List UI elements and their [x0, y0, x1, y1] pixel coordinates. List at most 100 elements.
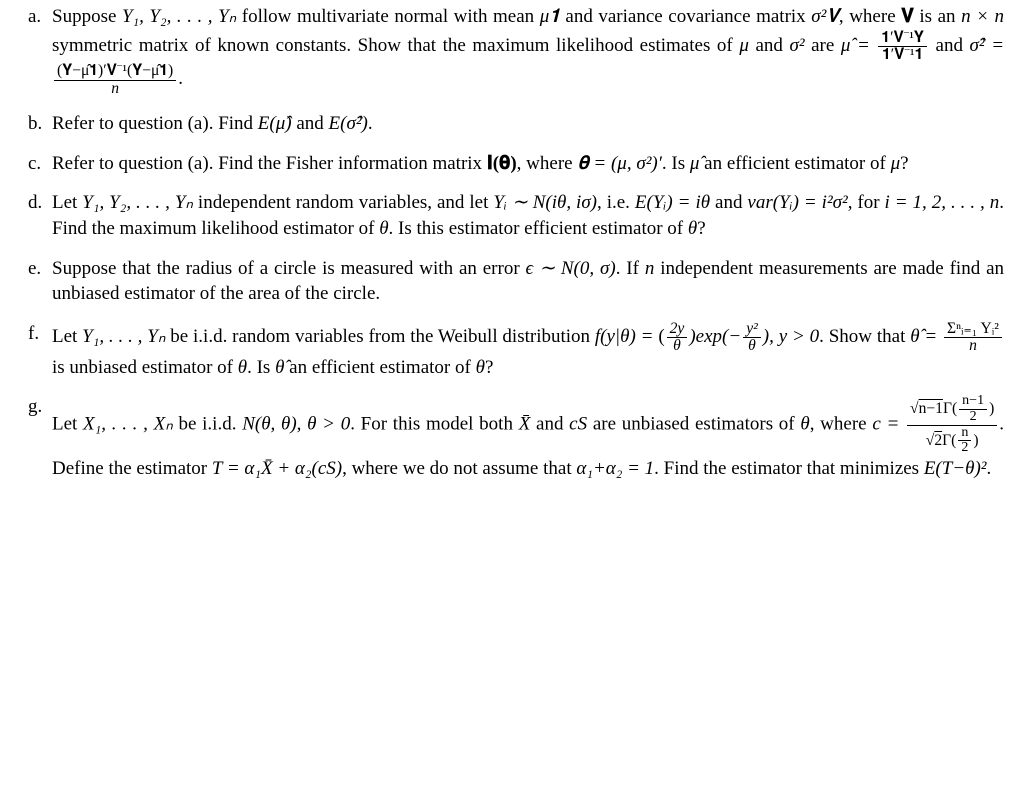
- label-g: g.: [28, 394, 52, 481]
- text: and: [530, 413, 569, 434]
- text: symmetric matrix of known constants. Sho…: [52, 35, 739, 56]
- math: σ²: [789, 35, 804, 56]
- text: Refer to question (a). Find: [52, 113, 258, 134]
- denominator: 𝟏′𝐕⁻¹𝟏: [878, 47, 927, 63]
- text: Let: [52, 413, 83, 434]
- question-f: f. Let Y₁, . . . , Yₙ be i.i.d. random v…: [28, 321, 1004, 380]
- text: , where: [517, 153, 578, 174]
- content-c: Refer to question (a). Find the Fisher i…: [52, 151, 1004, 177]
- text: are unbiased estimators of: [587, 413, 800, 434]
- math: Y₁, Y₂, . . . , Yₙ: [82, 192, 193, 213]
- math: μ: [891, 153, 901, 174]
- text: an efficient estimator of: [284, 357, 475, 378]
- text: are: [805, 35, 841, 56]
- text: . Is: [662, 153, 690, 174]
- text: . Show that: [819, 326, 910, 347]
- question-a: a. Suppose Y₁, Y₂, . . . , Yₙ follow mul…: [28, 4, 1004, 97]
- math: θ: [379, 218, 388, 239]
- text: and: [292, 113, 329, 134]
- numerator: y²: [743, 321, 761, 338]
- denominator: θ: [743, 338, 761, 354]
- text: Refer to question (a). Find the Fisher i…: [52, 153, 487, 174]
- label-a: a.: [28, 4, 52, 97]
- math: var(Yᵢ) = i²σ²: [747, 192, 847, 213]
- text: .: [987, 458, 992, 479]
- text: and: [710, 192, 747, 213]
- numerator: √n−1Γ(n−12): [907, 394, 997, 425]
- text: Suppose that the radius of a circle is m…: [52, 258, 526, 279]
- text: . Find the estimator that minimizes: [654, 458, 924, 479]
- text: ?: [900, 153, 908, 174]
- text: and variance covariance matrix: [560, 6, 811, 27]
- math: θ: [238, 357, 247, 378]
- text: . Is this estimator efficient estimator …: [389, 218, 688, 239]
- text: Let: [52, 192, 82, 213]
- text: )exp(−: [689, 326, 741, 347]
- math: θ: [800, 413, 809, 434]
- text: , for: [848, 192, 885, 213]
- math: Y₁, . . . , Yₙ: [82, 326, 165, 347]
- math: μ̂: [690, 153, 700, 174]
- denominator: √2Γ(n2): [907, 426, 997, 456]
- math: f(y|θ) =: [595, 326, 658, 347]
- question-d: d. Let Y₁, Y₂, . . . , Yₙ independent ra…: [28, 190, 1004, 241]
- text: is an: [914, 6, 961, 27]
- fraction: (𝐘−μ̂𝟏)′𝐕⁻¹(𝐘−μ̂𝟏)n: [54, 63, 176, 97]
- math: θ: [476, 357, 485, 378]
- denominator: θ: [667, 338, 688, 354]
- text: .: [368, 113, 373, 134]
- text: follow multivariate normal with mean: [236, 6, 539, 27]
- math: i = 1, 2, . . . , n: [885, 192, 1000, 213]
- text: , where: [839, 6, 901, 27]
- math: n: [645, 258, 655, 279]
- text: (: [658, 326, 664, 347]
- question-b: b. Refer to question (a). Find E(μ̂) and…: [28, 111, 1004, 137]
- label-c: c.: [28, 151, 52, 177]
- label-d: d.: [28, 190, 52, 241]
- math: Y₁, Y₂, . . . , Yₙ: [122, 6, 236, 27]
- math: Yᵢ ∼ N(iθ, iσ): [493, 192, 597, 213]
- question-g: g. Let X₁, . . . , Xₙ be i.i.d. N(θ, θ),…: [28, 394, 1004, 481]
- math: ϵ ∼ N(0, σ): [526, 258, 616, 279]
- math: c =: [872, 413, 905, 434]
- text: .: [178, 69, 183, 90]
- text: , where we do not assume that: [342, 458, 576, 479]
- math: α₁+α₂ = 1: [576, 458, 654, 479]
- fraction: 2yθ: [667, 321, 688, 355]
- text: and: [749, 35, 790, 56]
- question-c: c. Refer to question (a). Find the Fishe…: [28, 151, 1004, 177]
- fraction: Σⁿᵢ₌₁ Yᵢ²n: [944, 321, 1002, 355]
- label-b: b.: [28, 111, 52, 137]
- text: is unbiased estimator of: [52, 357, 238, 378]
- math: μ̂ =: [841, 35, 877, 56]
- numerator: (𝐘−μ̂𝟏)′𝐕⁻¹(𝐘−μ̂𝟏): [54, 63, 176, 80]
- text: Let: [52, 326, 82, 347]
- question-e: e. Suppose that the radius of a circle i…: [28, 256, 1004, 307]
- math: cS: [569, 413, 587, 434]
- fraction: √n−1Γ(n−12)√2Γ(n2): [907, 394, 997, 456]
- math: T = α₁X̄ + α₂(cS): [212, 458, 342, 479]
- text: ?: [485, 357, 493, 378]
- math: μ: [739, 35, 749, 56]
- content-a: Suppose Y₁, Y₂, . . . , Yₙ follow multiv…: [52, 4, 1004, 97]
- math: θ̂ =: [910, 326, 942, 347]
- text: ?: [697, 218, 705, 239]
- math: E(μ̂): [258, 113, 292, 134]
- math: E(Yᵢ) = iθ: [635, 192, 710, 213]
- text: . If: [616, 258, 645, 279]
- content-g: Let X₁, . . . , Xₙ be i.i.d. N(θ, θ), θ …: [52, 394, 1004, 481]
- label-e: e.: [28, 256, 52, 307]
- content-f: Let Y₁, . . . , Yₙ be i.i.d. random vari…: [52, 321, 1004, 380]
- math: μ𝟏: [540, 6, 560, 27]
- math: θ: [688, 218, 697, 239]
- numerator: Σⁿᵢ₌₁ Yᵢ²: [944, 321, 1002, 338]
- math: 𝛉 = (μ, σ²)′: [577, 153, 662, 174]
- text: be i.i.d.: [173, 413, 242, 434]
- denominator: n: [944, 338, 1002, 354]
- text: be i.i.d. random variables from the Weib…: [165, 326, 594, 347]
- text: , i.e.: [597, 192, 635, 213]
- content-e: Suppose that the radius of a circle is m…: [52, 256, 1004, 307]
- denominator: n: [54, 81, 176, 97]
- math: n × n: [961, 6, 1004, 27]
- text: ), y > 0: [763, 326, 819, 347]
